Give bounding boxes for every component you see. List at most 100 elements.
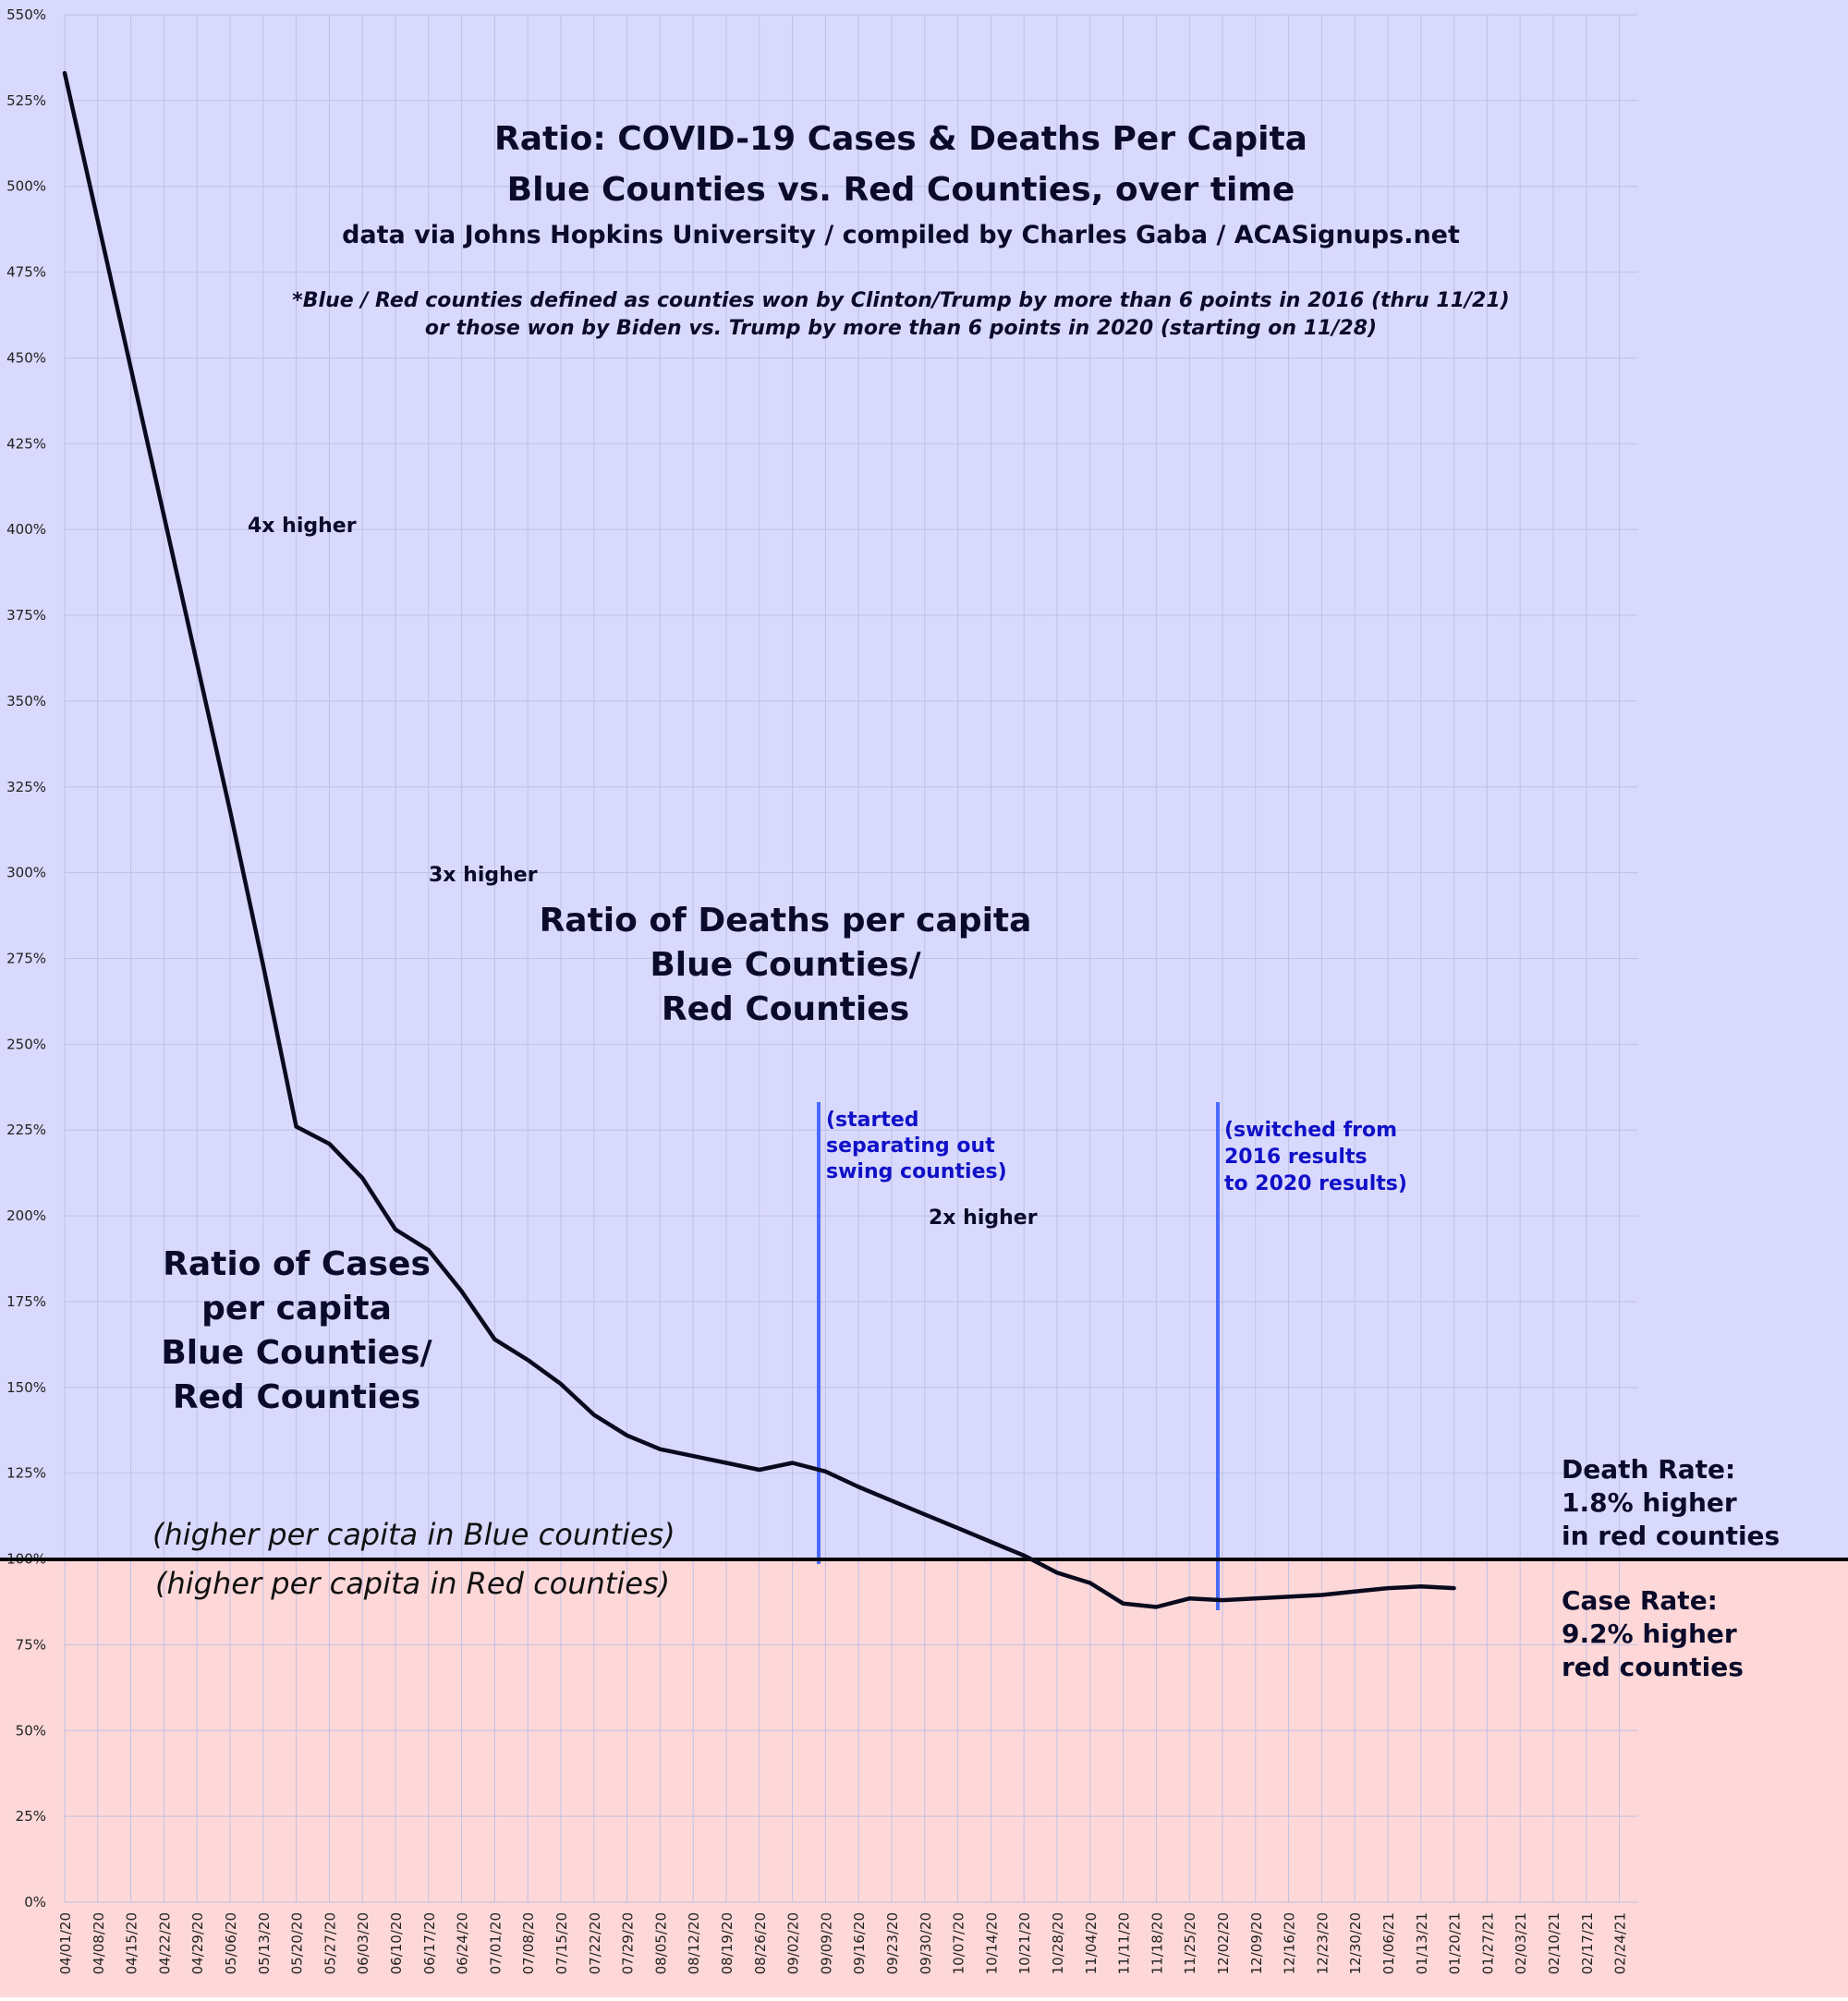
x-axis: 04/01/20 04/08/20 04/15/20 04/22/20 04/29/20… [57, 1912, 1629, 1974]
y-tick-label: 475% [6, 264, 46, 281]
y-tick-label: 300% [6, 865, 46, 881]
y-tick-label: 50% [16, 1722, 46, 1739]
x-tick-label: 05/20/20 [289, 1912, 306, 1974]
deaths-series-label-2: Blue Counties/ [650, 946, 921, 984]
x-tick-label: 09/02/20 [785, 1912, 802, 1974]
x-tick-label: 06/03/20 [355, 1912, 371, 1974]
chart-title-line2: Blue Counties vs. Red Counties, over tim… [507, 171, 1295, 209]
y-tick-label: 450% [6, 349, 46, 366]
y-tick-label: 400% [6, 521, 46, 538]
y-tick-label: 125% [6, 1465, 46, 1482]
x-tick-label: 06/17/20 [421, 1912, 438, 1974]
x-tick-label: 12/23/20 [1314, 1912, 1331, 1974]
x-tick-label: 05/06/20 [223, 1912, 239, 1974]
x-tick-label: 01/27/21 [1479, 1912, 1496, 1974]
case-rate-label-1: Case Rate: [1562, 1585, 1718, 1616]
x-tick-label: 08/12/20 [686, 1912, 702, 1974]
x-tick-label: 08/19/20 [719, 1912, 736, 1974]
x-tick-label: 10/28/20 [1050, 1912, 1066, 1974]
x-tick-label: 12/16/20 [1282, 1912, 1298, 1974]
x-tick-label: 08/26/20 [752, 1912, 769, 1974]
red-zone [0, 1559, 1848, 1997]
x-tick-label: 08/05/20 [652, 1912, 669, 1974]
x-tick-label: 02/17/21 [1579, 1912, 1596, 1974]
blue-zone [0, 0, 1848, 1559]
y-tick-label: 550% [6, 6, 46, 23]
x-tick-label: 06/24/20 [455, 1912, 471, 1974]
death-rate-label-1: Death Rate: [1562, 1454, 1735, 1485]
series-line-deaths [62, 70, 1456, 1609]
x-tick-label: 01/06/21 [1380, 1912, 1397, 1974]
chart-footnote-line2: or those won by Biden vs. Trump by more … [425, 317, 1377, 340]
chart-title: Ratio: COVID-19 Cases & Deaths Per Capit… [494, 120, 1307, 158]
x-tick-label: 07/01/20 [487, 1912, 504, 1974]
y-tick-label: 0% [24, 1894, 46, 1910]
x-tick-label: 07/29/20 [620, 1912, 637, 1974]
x-tick-label: 02/10/21 [1546, 1912, 1562, 1974]
x-tick-label: 07/15/20 [553, 1912, 570, 1974]
y-tick-label: 200% [6, 1207, 46, 1224]
x-tick-label: 12/09/20 [1248, 1912, 1265, 1974]
x-tick-label: 05/13/20 [256, 1912, 273, 1974]
x-tick-label: 11/04/20 [1083, 1912, 1100, 1974]
note-swing-3: swing counties) [826, 1160, 1007, 1183]
x-tick-label: 11/25/20 [1182, 1912, 1198, 1974]
x-tick-label: 04/08/20 [91, 1912, 107, 1974]
case-rate-label-2: 9.2% higher [1562, 1619, 1737, 1649]
x-tick-label: 02/03/21 [1513, 1912, 1529, 1974]
annotation-2x-higher: 2x higher [929, 1207, 1038, 1230]
y-tick-label: 375% [6, 607, 46, 624]
cases-series-label-1: Ratio of Cases [163, 1245, 431, 1283]
x-tick-label: 12/02/20 [1215, 1912, 1232, 1974]
x-tick-label: 11/18/20 [1149, 1912, 1165, 1974]
x-tick-label: 12/30/20 [1347, 1912, 1364, 1974]
x-tick-label: 10/07/20 [951, 1912, 967, 1974]
x-tick-label: 07/08/20 [520, 1912, 537, 1974]
x-tick-label: 04/22/20 [156, 1912, 173, 1974]
y-tick-label: 425% [6, 435, 46, 452]
y-tick-label: 225% [6, 1122, 46, 1138]
y-tick-label: 500% [6, 178, 46, 195]
annotation-4x-higher: 4x higher [248, 515, 357, 538]
x-tick-label: 04/01/20 [57, 1912, 74, 1974]
death-rate-label-2: 1.8% higher [1562, 1487, 1737, 1518]
x-tick-label: 07/22/20 [587, 1912, 603, 1974]
x-tick-label: 01/13/21 [1414, 1912, 1430, 1974]
note-switch-3: to 2020 results) [1224, 1172, 1407, 1195]
cases-series-label-3: Blue Counties/ [161, 1334, 432, 1372]
deaths-series-label-3: Red Counties [662, 990, 909, 1028]
x-tick-label: 04/29/20 [189, 1912, 206, 1974]
y-tick-label: 25% [16, 1808, 46, 1825]
grid-layer [64, 14, 1638, 1903]
x-tick-label: 09/30/20 [918, 1912, 934, 1974]
note-swing-2: separating out [826, 1134, 995, 1158]
note-swing-1: (started [826, 1109, 919, 1132]
note-switch-1: (switched from [1224, 1119, 1397, 1142]
note-switch-2: 2016 results [1224, 1146, 1368, 1169]
annotation-blue-side: (higher per capita in Blue counties) [152, 1517, 675, 1552]
x-tick-label: 10/21/20 [1016, 1912, 1033, 1974]
annotation-3x-higher: 3x higher [429, 864, 538, 887]
chart-footnote-line1: *Blue / Red counties defined as counties… [292, 289, 1509, 312]
y-axis: 0%25%50%75%100%125%150%175%200%225%250%2… [6, 6, 46, 1910]
deaths-series-label-1: Ratio of Deaths per capita [540, 902, 1032, 940]
y-tick-label: 250% [6, 1036, 46, 1052]
annotation-red-side: (higher per capita in Red counties) [155, 1566, 670, 1601]
x-tick-label: 01/20/21 [1447, 1912, 1464, 1974]
chart-subtitle: data via Johns Hopkins University / comp… [342, 221, 1460, 249]
x-tick-label: 10/14/20 [983, 1912, 1000, 1974]
case-rate-label-3: red counties [1562, 1652, 1744, 1682]
y-tick-label: 150% [6, 1379, 46, 1396]
y-tick-label: 525% [6, 92, 46, 109]
x-tick-label: 09/09/20 [818, 1912, 834, 1974]
cases-series-label-2: per capita [201, 1290, 392, 1328]
x-tick-label: 11/11/20 [1116, 1912, 1133, 1974]
x-tick-label: 09/23/20 [884, 1912, 901, 1974]
x-tick-label: 02/24/21 [1612, 1912, 1629, 1974]
y-tick-label: 175% [6, 1293, 46, 1310]
y-tick-label: 325% [6, 779, 46, 795]
x-tick-label: 09/16/20 [851, 1912, 868, 1974]
y-tick-label: 75% [16, 1636, 46, 1653]
